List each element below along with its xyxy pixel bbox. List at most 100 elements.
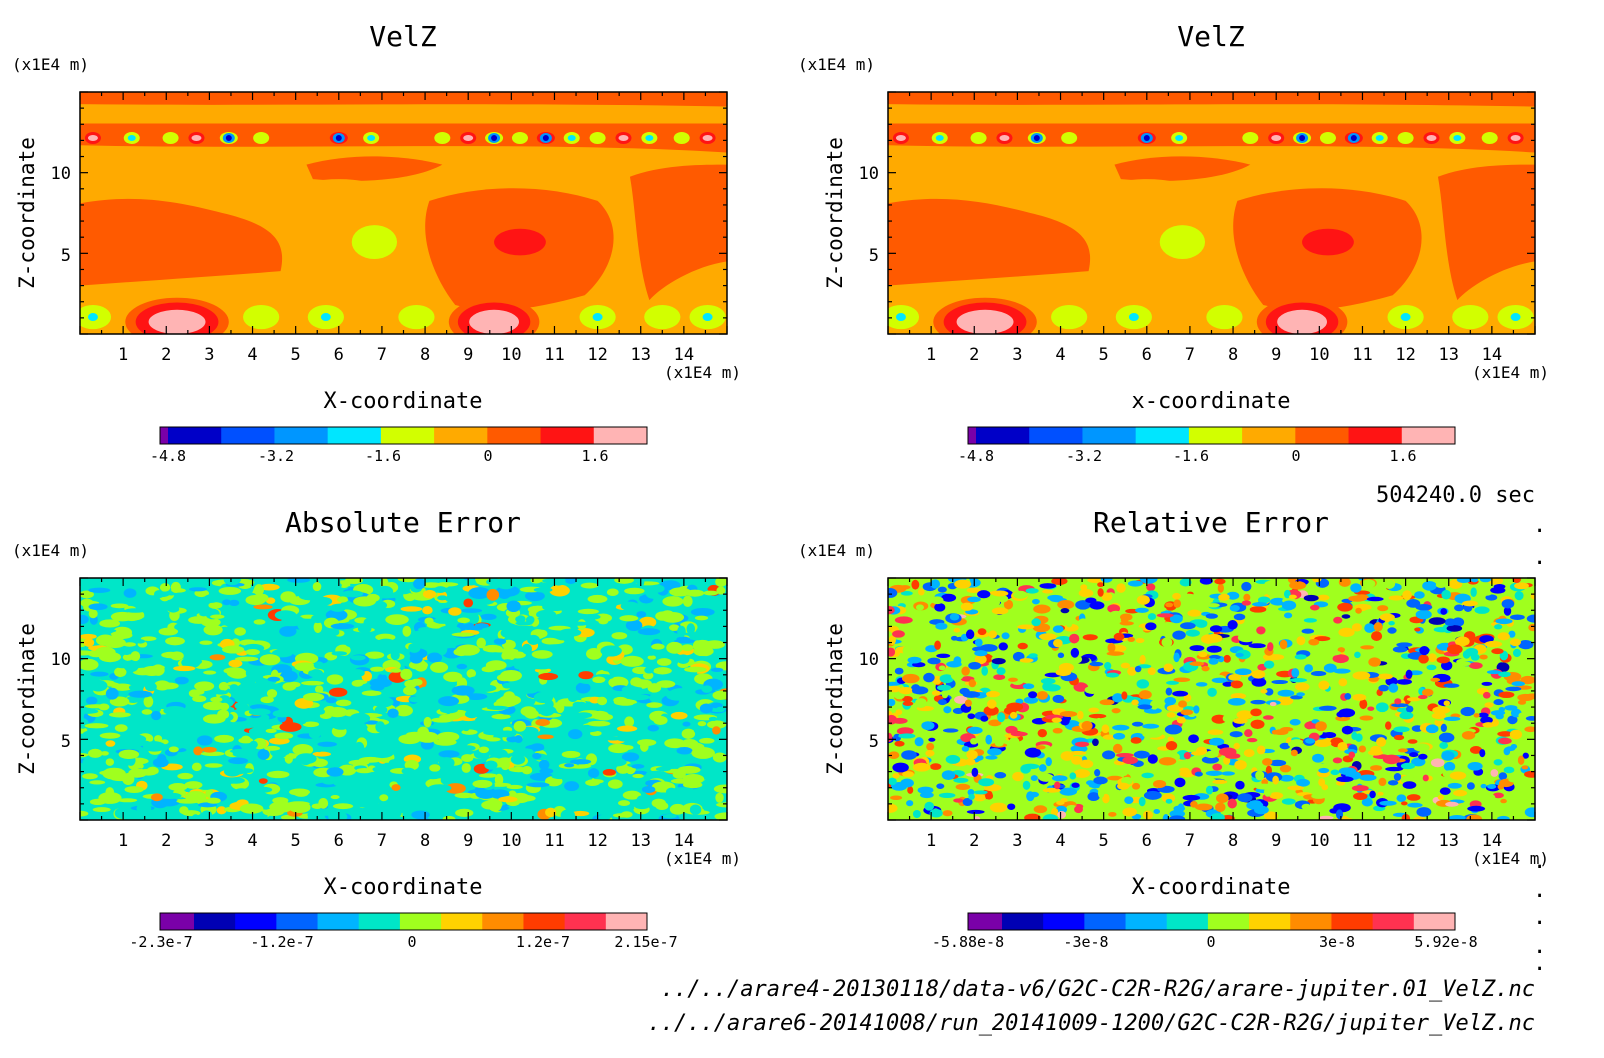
- noise-blob: [1205, 770, 1223, 776]
- noise-blob: [281, 614, 304, 627]
- noise-blob: [1152, 779, 1167, 789]
- noise-blob: [1487, 784, 1497, 789]
- y-tick-label: 5: [61, 732, 71, 752]
- noise-blob: [123, 588, 137, 598]
- noise-blob: [80, 633, 97, 640]
- noise-blob: [626, 694, 650, 701]
- noise-blob: [711, 667, 724, 672]
- noise-blob: [1514, 591, 1524, 601]
- noise-blob: [170, 651, 184, 661]
- noise-blob: [485, 660, 507, 671]
- absolute-error-field: [80, 578, 727, 820]
- noise-blob: [1483, 665, 1492, 671]
- noise-blob: [318, 797, 329, 809]
- noise-blob: [1521, 765, 1529, 770]
- noise-blob: [1332, 757, 1343, 764]
- noise-blob: [1138, 796, 1146, 807]
- noise-blob: [950, 670, 964, 681]
- noise-blob: [184, 657, 203, 666]
- noise-blob: [1317, 594, 1330, 601]
- noise-blob: [451, 632, 475, 637]
- noise-blob: [1166, 712, 1176, 718]
- noise-blob: [1314, 739, 1332, 748]
- contour-cell: [970, 131, 987, 144]
- noise-blob: [582, 613, 601, 620]
- noise-blob: [1078, 618, 1089, 627]
- noise-blob: [1338, 767, 1357, 775]
- noise-blob: [1312, 578, 1322, 583]
- y-tick-label: 10: [859, 650, 879, 670]
- noise-blob: [1303, 594, 1319, 602]
- noise-blob: [1079, 759, 1094, 769]
- noise-blob: [631, 679, 652, 688]
- noise-blob: [985, 755, 998, 760]
- noise-blob: [1149, 700, 1159, 710]
- noise-blob: [80, 658, 99, 671]
- noise-blob: [577, 608, 599, 615]
- contour-region: [1159, 225, 1206, 259]
- noise-blob: [1146, 583, 1156, 592]
- noise-blob: [1179, 593, 1197, 600]
- noise-blob: [1350, 583, 1362, 593]
- noise-blob: [218, 587, 242, 595]
- colorbar-segment: [1166, 913, 1209, 930]
- noise-blob: [669, 803, 686, 815]
- noise-blob: [954, 579, 972, 589]
- noise-blob: [1007, 803, 1016, 810]
- noise-blob: [1173, 599, 1182, 608]
- noise-blob: [1396, 794, 1407, 803]
- noise-blob: [1074, 741, 1090, 747]
- noise-blob: [1281, 798, 1296, 805]
- noise-blob: [934, 603, 946, 612]
- source-file-2: ../../arare6-20141008/run_20141009-1200/…: [648, 1011, 1535, 1036]
- noise-blob: [493, 638, 507, 645]
- x-tick-label: 5: [291, 345, 301, 365]
- noise-blob: [515, 615, 526, 623]
- noise-blob: [953, 656, 962, 666]
- noise-blob: [145, 682, 157, 692]
- noise-blob: [1204, 750, 1219, 759]
- colorbar: [159, 912, 648, 931]
- noise-blob: [494, 773, 504, 786]
- noise-blob: [1392, 646, 1408, 653]
- noise-blob: [463, 693, 488, 700]
- noise-blob: [538, 672, 559, 681]
- noise-blob: [142, 741, 166, 752]
- noise-blob: [1139, 654, 1146, 665]
- noise-blob: [1431, 712, 1447, 720]
- noise-blob: [985, 734, 993, 745]
- noise-blob: [1250, 708, 1262, 717]
- x-unit-label: (x1E4 m): [664, 363, 741, 382]
- noise-blob: [697, 578, 711, 584]
- noise-blob: [1211, 714, 1227, 724]
- y-axis-label: Z-coordinate: [823, 137, 847, 289]
- colorbar-tick-label: 1.6: [581, 447, 608, 465]
- noise-blob: [1460, 706, 1475, 717]
- velz-field: [888, 92, 1535, 334]
- colorbar-tick-label: -3.2: [258, 447, 294, 465]
- noise-blob: [408, 696, 423, 703]
- noise-blob: [930, 579, 941, 589]
- noise-blob: [1040, 677, 1056, 685]
- contour-cell: [320, 313, 331, 322]
- noise-blob: [1215, 802, 1226, 813]
- noise-blob: [898, 733, 916, 739]
- noise-blob: [1147, 728, 1163, 738]
- noise-blob: [1112, 693, 1124, 703]
- noise-blob: [1106, 775, 1123, 781]
- y-tick-label: 10: [51, 650, 71, 670]
- noise-blob: [1418, 699, 1426, 704]
- noise-blob: [1195, 682, 1208, 687]
- noise-blob: [199, 640, 213, 645]
- noise-blob: [163, 705, 187, 716]
- noise-blob: [902, 695, 913, 703]
- noise-blob: [1335, 809, 1344, 820]
- noise-blob: [545, 638, 565, 645]
- noise-blob: [1355, 594, 1369, 601]
- panel-velz-left: VelZ (x1E4 m) 1 2 3 4 5 6 7 8 9 10 11 12 13 14 10 5 Z…: [12, 20, 741, 465]
- noise-blob: [1070, 647, 1080, 658]
- noise-blob: [624, 587, 645, 595]
- x-tick-label: 13: [1438, 831, 1458, 851]
- noise-blob: [229, 748, 253, 754]
- noise-blob: [1388, 595, 1404, 601]
